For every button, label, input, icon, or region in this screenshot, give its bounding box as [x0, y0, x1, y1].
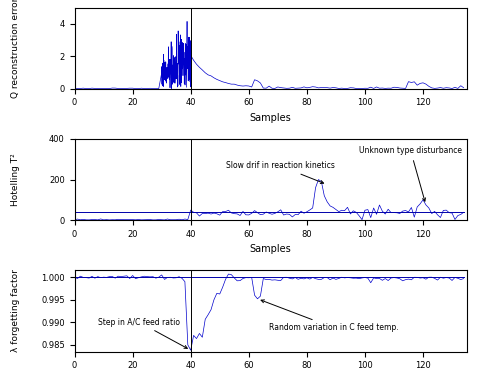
Y-axis label: λ forgetting factor: λ forgetting factor [11, 270, 20, 352]
Y-axis label: Hotelling T²: Hotelling T² [11, 153, 20, 206]
Text: Slow drif in reaction kinetics: Slow drif in reaction kinetics [225, 161, 334, 183]
Text: Random variation in C feed temp.: Random variation in C feed temp. [261, 300, 398, 332]
Y-axis label: Q reconstruction error: Q reconstruction error [11, 0, 20, 98]
Text: Unknown type disturbance: Unknown type disturbance [359, 146, 461, 201]
Text: Step in A/C feed ratio: Step in A/C feed ratio [97, 317, 187, 348]
X-axis label: Samples: Samples [249, 113, 291, 123]
X-axis label: Samples: Samples [249, 244, 291, 255]
